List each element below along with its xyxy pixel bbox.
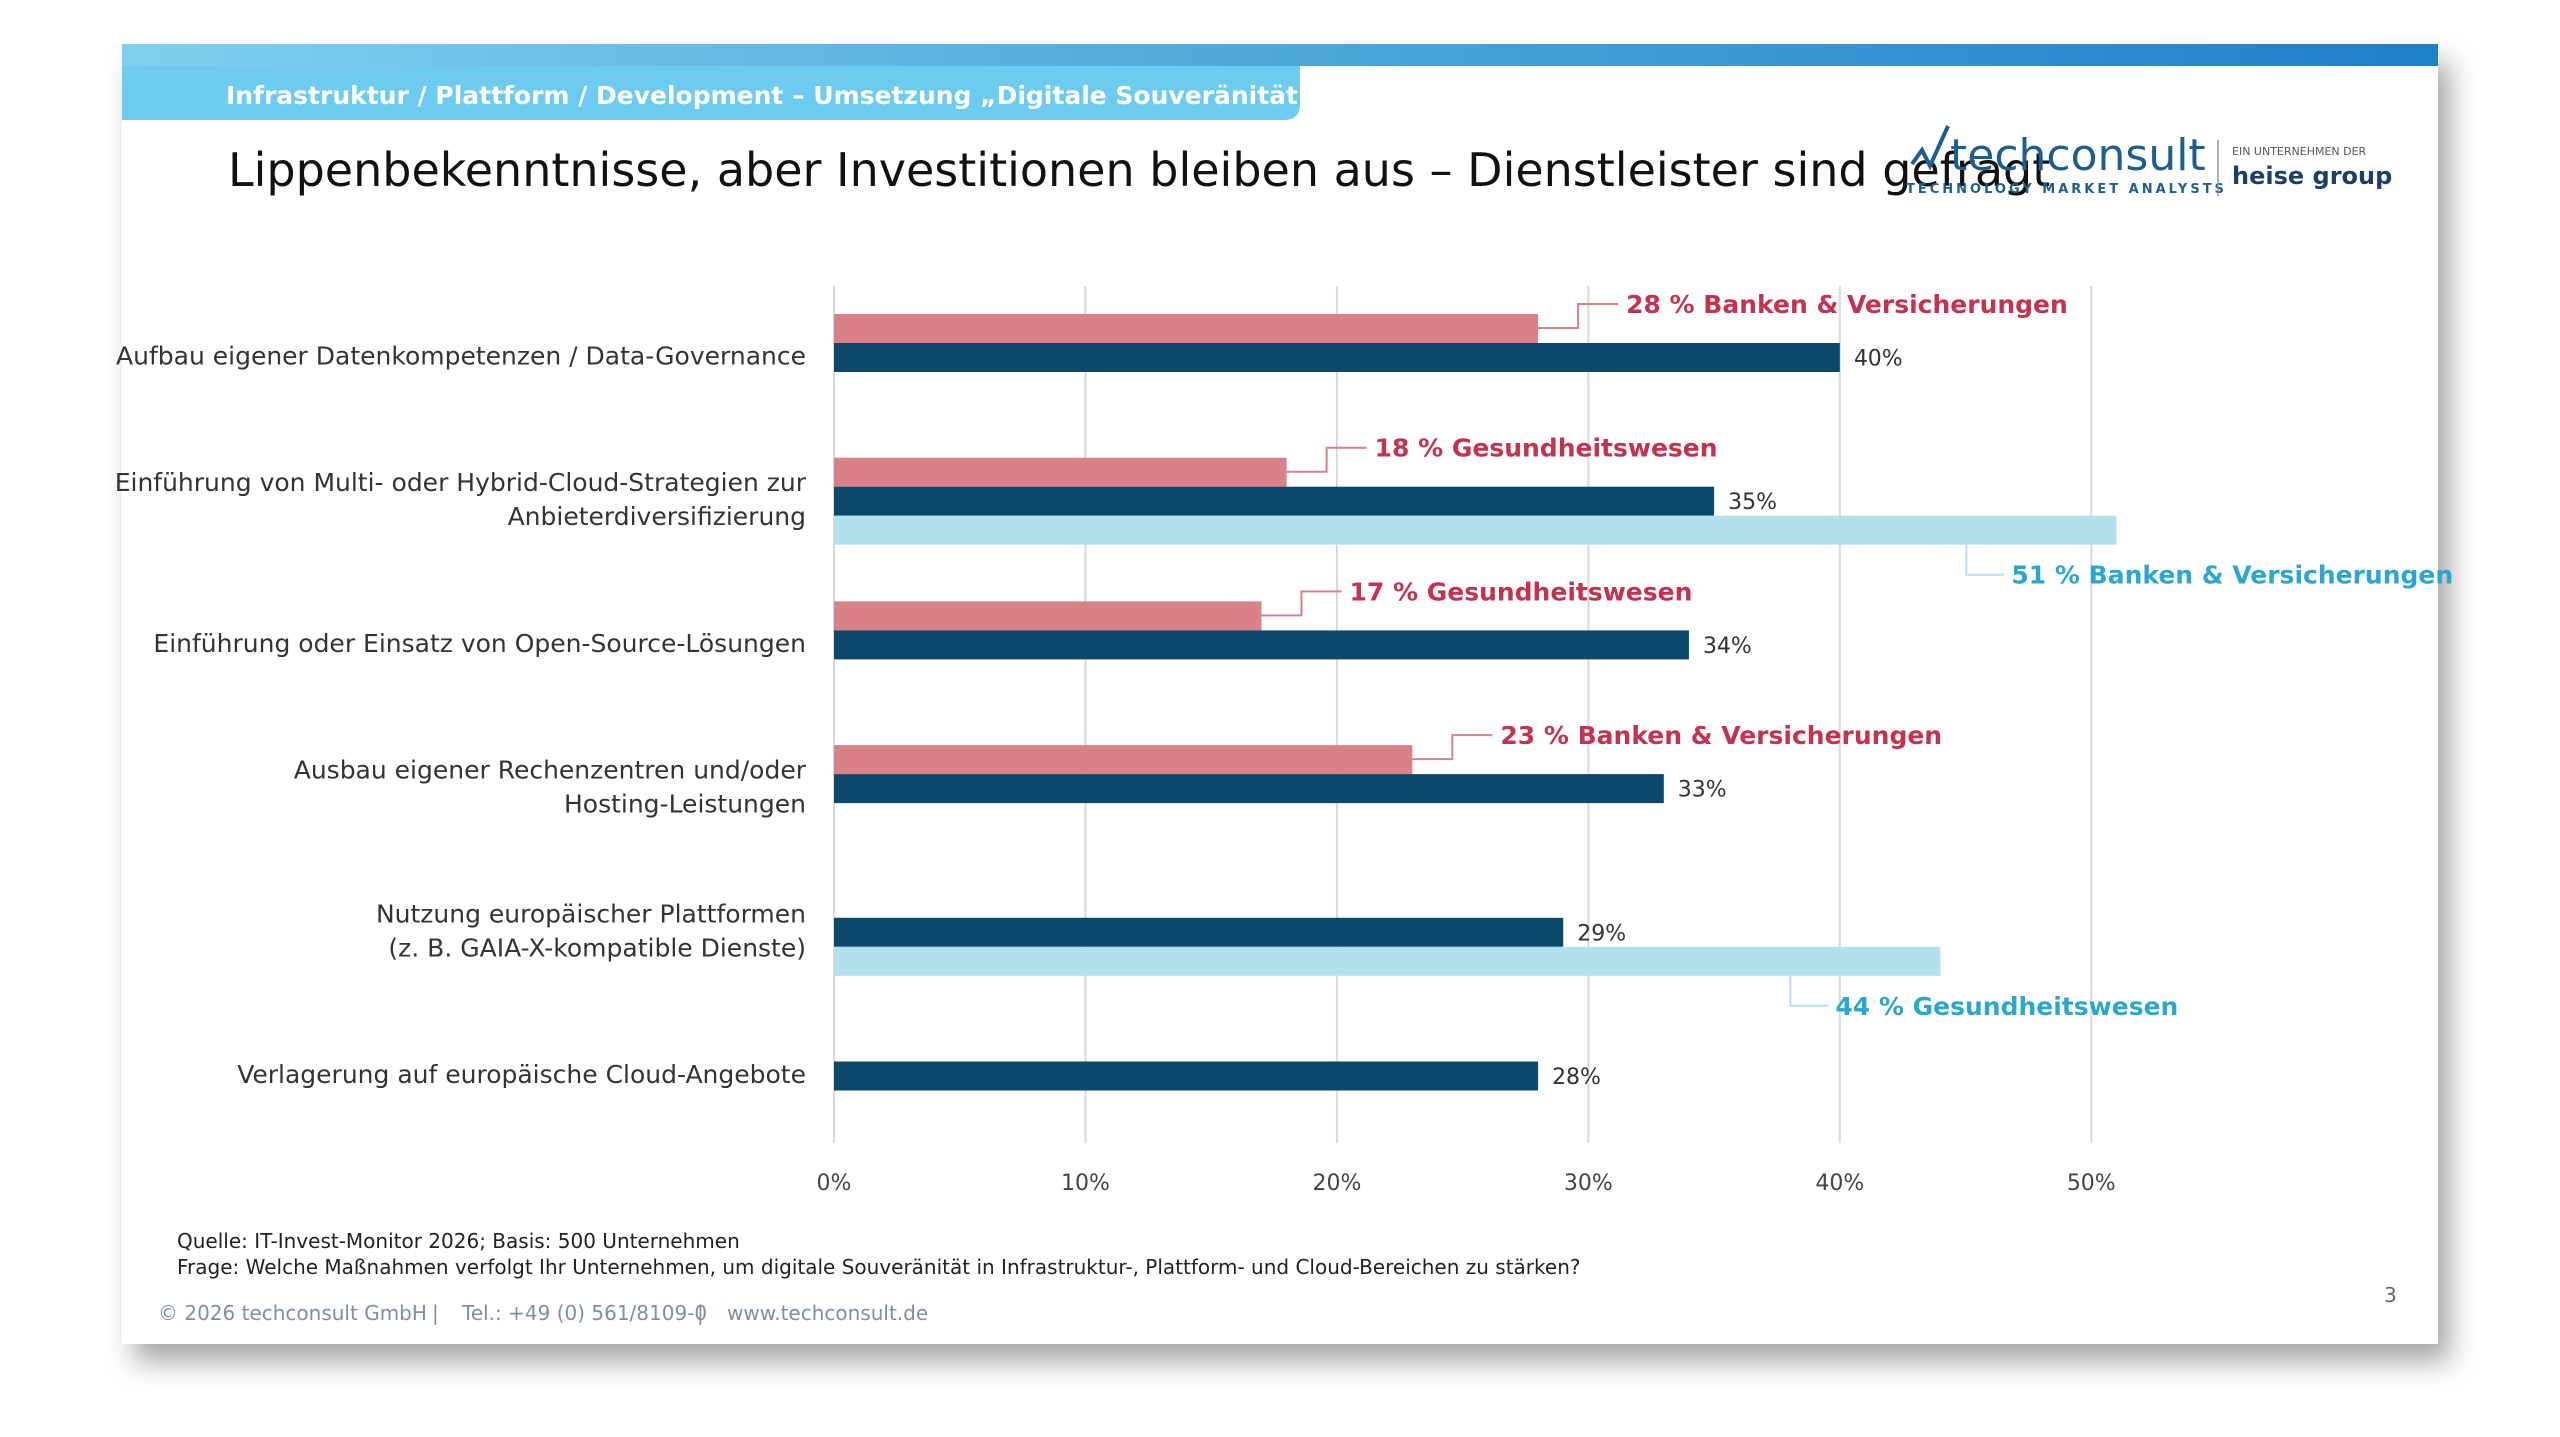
bar — [834, 601, 1262, 631]
annotation-label: 18 % Gesundheitswesen — [1375, 434, 1718, 463]
value-label: 33% — [1678, 778, 1727, 803]
annotation-label: 51 % Banken & Versicherungen — [2011, 561, 2453, 590]
logo-tagline: TECHNOLOGY MARKET ANALYSTS — [1906, 182, 2227, 197]
header-tab — [122, 66, 1300, 120]
parent-note: EIN UNTERNEHMEN DER — [2232, 145, 2367, 158]
x-tick-label: 20% — [1312, 1171, 1361, 1196]
category-label: Einführung von Multi- oder Hybrid-Cloud-… — [115, 468, 807, 531]
chart-title: Lippenbekenntnisse, aber Investitionen b… — [228, 143, 2050, 197]
label-connector — [1789, 975, 1829, 1007]
annotation-label: 28 % Banken & Versicherungen — [1626, 290, 2068, 319]
annotation-label: 44 % Gesundheitswesen — [1835, 992, 2178, 1021]
bar — [834, 515, 2117, 545]
x-tick-label: 0% — [817, 1171, 852, 1196]
value-label: 28% — [1552, 1065, 1601, 1090]
separator: | — [432, 1301, 439, 1325]
category-line: Nutzung europäischer Plattformen — [376, 899, 806, 928]
label-connector — [1538, 303, 1619, 329]
bar — [834, 343, 1840, 372]
plot: 0% 10% 20% 30% 40% 50% Aufbau eigener Datenkom… — [115, 286, 2453, 1196]
header-band: Infrastruktur / Plattform / Development … — [226, 81, 1314, 110]
separator: | — [697, 1301, 704, 1325]
category-label: Einführung oder Einsatz von Open-Source-… — [153, 629, 806, 658]
label-connector — [1261, 590, 1342, 617]
source: Quelle: IT-Invest-Monitor 2026; Basis: 5… — [177, 1229, 740, 1253]
bar — [834, 774, 1664, 804]
category-label: Nutzung europäischer Plattformen (z. B. G… — [376, 899, 806, 962]
value-label: 40% — [1854, 347, 1903, 372]
bar — [834, 1061, 1539, 1091]
bar — [834, 314, 1539, 343]
copyright: © 2026 techconsult GmbH — [158, 1301, 427, 1325]
category-line: Verlagerung auf europäische Cloud-Angebo… — [237, 1060, 806, 1089]
bar — [834, 630, 1689, 660]
bar — [834, 486, 1715, 516]
x-tick-label: 10% — [1061, 1171, 1110, 1196]
category-label: Aufbau eigener Datenkompetenzen / Data-G… — [116, 342, 806, 371]
bar — [834, 917, 1564, 947]
x-tick-label: 50% — [2067, 1171, 2116, 1196]
logo-mark — [1910, 125, 1950, 171]
category-label: Ausbau eigener Rechenzentren und/oder Hos… — [294, 756, 807, 819]
slide-card — [122, 44, 2438, 1344]
category-label: Verlagerung auf europäische Cloud-Angebo… — [237, 1060, 806, 1089]
bar — [834, 457, 1287, 487]
x-tick-label: 40% — [1815, 1171, 1864, 1196]
category-line: Ausbau eigener Rechenzentren und/oder — [294, 756, 807, 785]
value-label: 35% — [1728, 490, 1777, 515]
top-stripe — [122, 44, 2438, 66]
question: Frage: Welche Maßnahmen verfolgt Ihr Unt… — [177, 1255, 1581, 1279]
phone: Tel.: +49 (0) 561/8109-0 — [461, 1301, 707, 1325]
website: www.techconsult.de — [727, 1301, 928, 1325]
category-line: Aufbau eigener Datenkompetenzen / Data-G… — [116, 342, 806, 371]
value-label: 29% — [1577, 921, 1626, 946]
category-line: Einführung oder Einsatz von Open-Source-… — [153, 629, 806, 658]
logo: techconsult — [1950, 130, 2206, 181]
annotation-label: 23 % Banken & Versicherungen — [1500, 721, 1942, 750]
category-line: (z. B. GAIA-X-kompatible Dienste) — [388, 933, 806, 962]
category-line: Einführung von Multi- oder Hybrid-Cloud-… — [115, 468, 807, 497]
page-number: 3 — [2384, 1283, 2397, 1307]
annotation-label: 17 % Gesundheitswesen — [1349, 577, 1692, 606]
label-connector — [1286, 446, 1367, 473]
category-line: Hosting-Leistungen — [564, 790, 806, 819]
label-connector — [1412, 734, 1493, 761]
bar — [834, 745, 1413, 775]
label-connector — [1965, 544, 2005, 576]
parent-logo: heise group — [2232, 162, 2392, 190]
x-tick-label: 30% — [1564, 1171, 1613, 1196]
category-line: Anbieterdiversifizierung — [508, 502, 806, 531]
value-label: 34% — [1703, 634, 1752, 659]
bar — [834, 946, 1941, 976]
